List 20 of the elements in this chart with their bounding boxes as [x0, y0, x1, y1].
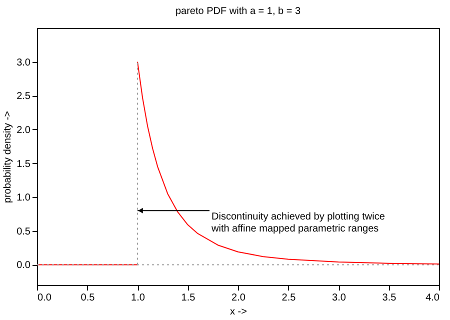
x-tick-label: 3.5 — [382, 292, 397, 304]
x-tick-label: 1.0 — [131, 292, 146, 304]
y-tick-label: 0.0 — [16, 260, 31, 272]
x-tick-label: 0.5 — [80, 292, 96, 304]
y-axis-title: probability density -> — [2, 110, 14, 203]
y-tick-label: 1.5 — [16, 158, 31, 170]
x-tick-label: 2.0 — [232, 292, 246, 304]
y-tick-label: 3.0 — [16, 57, 31, 68]
y-tick-label: 0.5 — [16, 226, 31, 238]
x-tick-label: 4.0 — [426, 292, 440, 304]
y-tick-label: 1.0 — [16, 192, 31, 204]
y-tick-label: 2.5 — [16, 91, 31, 102]
x-tick-label: 3.0 — [332, 292, 346, 304]
annotation: Discontinuity achieved by plotting twice with affine mapped parametric ranges — [210, 212, 386, 235]
x-tick-label: 1.5 — [181, 292, 196, 304]
y-tick-label: 2.0 — [16, 124, 31, 136]
x-tick-label: 0.0 — [38, 292, 52, 304]
x-axis-title: x -> — [230, 306, 248, 318]
x-tick-label: 2.5 — [282, 292, 296, 304]
chart-title: pareto PDF with a = 1, b = 3 — [175, 6, 301, 17]
